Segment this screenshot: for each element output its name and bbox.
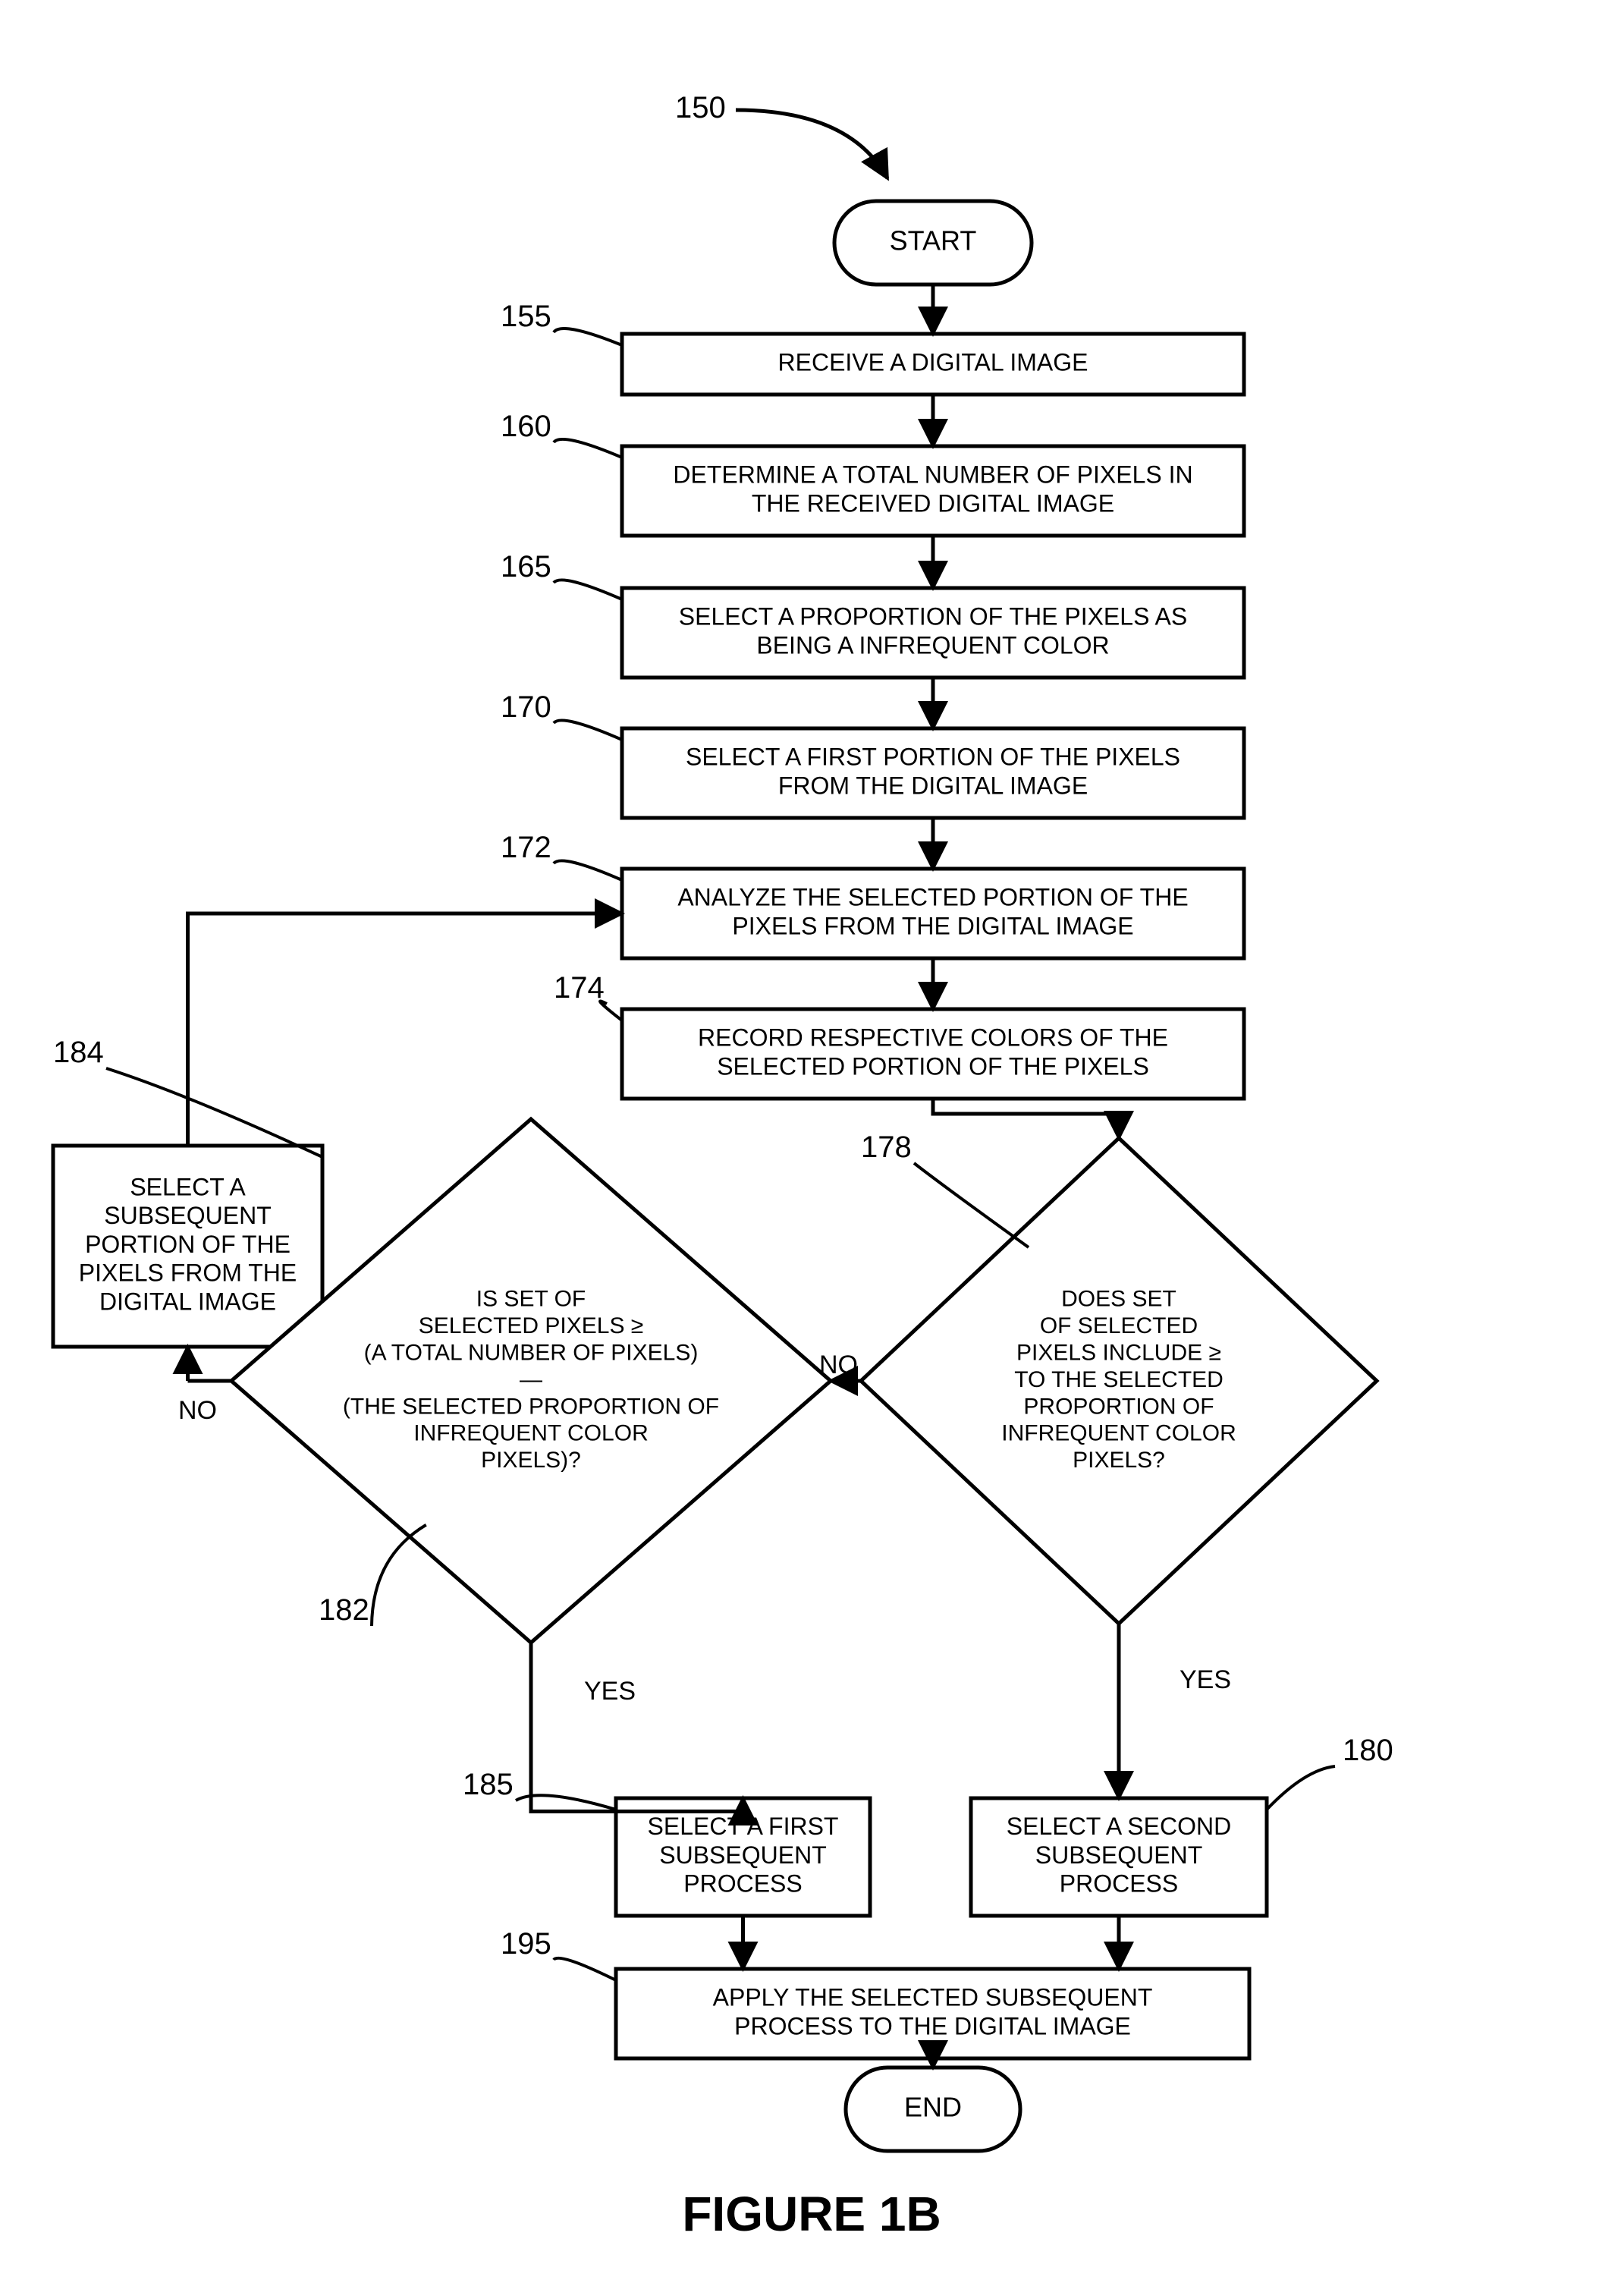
ref-leader: [554, 580, 622, 599]
flow-edge: [933, 1099, 1119, 1138]
text-line: DIGITAL IMAGE: [99, 1288, 276, 1315]
text-line: SELECT A PROPORTION OF THE PIXELS AS: [679, 603, 1187, 630]
text-line: FROM THE DIGITAL IMAGE: [778, 772, 1088, 799]
text-line: SELECT A SECOND: [1007, 1813, 1231, 1840]
edge-label: NO: [819, 1351, 858, 1379]
ref-label: 178: [861, 1130, 912, 1164]
ref-leader: [1267, 1766, 1335, 1810]
text-line: (THE SELECTED PROPORTION OF: [343, 1394, 719, 1419]
text-line: PROCESS: [1060, 1870, 1178, 1898]
ref-label: 165: [501, 550, 551, 583]
text-line: SELECT A: [130, 1173, 246, 1200]
process-text-155: RECEIVE A DIGITAL IMAGE: [778, 348, 1088, 376]
text-line: DETERMINE A TOTAL NUMBER OF PIXELS IN: [673, 461, 1192, 489]
ref-label: 172: [501, 831, 551, 864]
ref-leader: [554, 720, 622, 740]
text-line: SELECTED PORTION OF THE PIXELS: [717, 1052, 1149, 1080]
ref-leader: [554, 329, 622, 345]
edge-label: NO: [178, 1396, 217, 1425]
ref-leader-150: [736, 110, 887, 178]
ref-leader: [554, 439, 622, 458]
text-line: PIXELS FROM THE: [79, 1259, 297, 1287]
text-line: PIXELS?: [1073, 1448, 1165, 1473]
text-line: SELECT A FIRST: [648, 1813, 839, 1840]
ref-leader: [600, 1001, 622, 1020]
text-line: SUBSEQUENT: [1035, 1841, 1202, 1869]
edge-label: YES: [1180, 1665, 1231, 1694]
text-line: SELECT A FIRST PORTION OF THE PIXELS: [686, 744, 1180, 771]
text-line: ANALYZE THE SELECTED PORTION OF THE: [677, 884, 1188, 911]
start-label: START: [890, 225, 977, 256]
ref-label: 185: [463, 1768, 514, 1801]
text-line: TO THE SELECTED: [1014, 1367, 1223, 1392]
ref-leader: [106, 1068, 322, 1157]
ref-leader: [554, 1958, 616, 1980]
text-line: PORTION OF THE: [85, 1231, 291, 1258]
ref-label: 184: [53, 1036, 104, 1069]
text-line: SUBSEQUENT: [104, 1202, 271, 1229]
ref-label: 155: [501, 300, 551, 333]
ref-label: 180: [1343, 1734, 1393, 1767]
flow-edge: [188, 914, 623, 1146]
ref-label-150: 150: [675, 91, 726, 124]
ref-label: 174: [554, 971, 605, 1005]
flow-edge: [531, 1643, 743, 1812]
ref-label: 160: [501, 410, 551, 443]
end-label: END: [904, 2092, 962, 2123]
process-text-172: ANALYZE THE SELECTED PORTION OF THEPIXEL…: [677, 884, 1188, 940]
text-line: RECORD RESPECTIVE COLORS OF THE: [698, 1024, 1168, 1052]
text-line: (A TOTAL NUMBER OF PIXELS): [364, 1341, 699, 1366]
text-line: PROCESS TO THE DIGITAL IMAGE: [734, 2012, 1131, 2039]
text-line: PIXELS INCLUDE ≥: [1016, 1341, 1221, 1366]
end-terminal: END: [846, 2068, 1020, 2151]
text-line: PIXELS)?: [481, 1448, 581, 1473]
text-line: SELECTED PIXELS ≥: [419, 1313, 644, 1338]
ref-leader: [554, 860, 622, 880]
text-line: DOES SET: [1061, 1287, 1176, 1312]
text-line: THE RECEIVED DIGITAL IMAGE: [752, 489, 1114, 517]
text-line: PROCESS: [683, 1870, 802, 1898]
ref-label: 182: [319, 1593, 369, 1627]
text-line: BEING A INFREQUENT COLOR: [756, 631, 1109, 659]
text-line: INFREQUENT COLOR: [1001, 1421, 1236, 1446]
text-line: IS SET OF: [476, 1287, 586, 1312]
figure-label: FIGURE 1B: [682, 2187, 941, 2241]
text-line: OF SELECTED: [1040, 1313, 1198, 1338]
text-line: —: [520, 1367, 542, 1392]
text-line: SUBSEQUENT: [659, 1841, 826, 1869]
ref-label: 195: [501, 1927, 551, 1961]
text-line: APPLY THE SELECTED SUBSEQUENT: [713, 1984, 1153, 2011]
start-terminal: START: [834, 201, 1032, 285]
text-line: PROPORTION OF: [1023, 1394, 1214, 1419]
text-line: RECEIVE A DIGITAL IMAGE: [778, 348, 1088, 376]
ref-leader: [914, 1163, 1029, 1247]
edge-label: YES: [584, 1677, 636, 1706]
text-line: PIXELS FROM THE DIGITAL IMAGE: [732, 912, 1133, 939]
process-text-174: RECORD RESPECTIVE COLORS OF THESELECTED …: [698, 1024, 1168, 1080]
text-line: INFREQUENT COLOR: [413, 1421, 648, 1446]
ref-label: 170: [501, 690, 551, 724]
process-text-195: APPLY THE SELECTED SUBSEQUENTPROCESS TO …: [713, 1984, 1153, 2040]
